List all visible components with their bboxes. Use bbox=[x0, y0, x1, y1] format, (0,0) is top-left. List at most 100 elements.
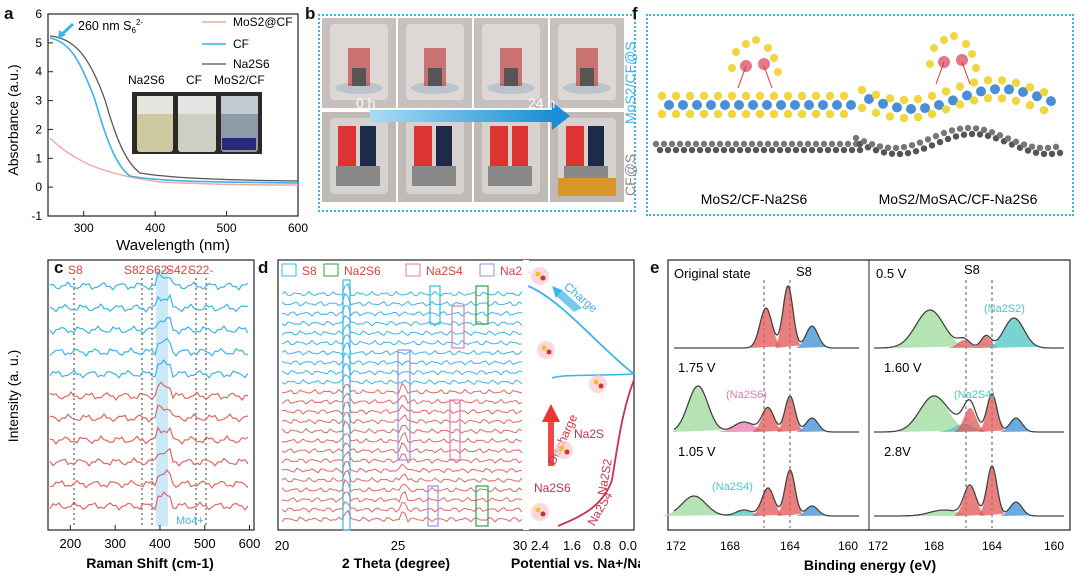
c-spectrum bbox=[49, 404, 249, 424]
a-ytick: 0 bbox=[35, 180, 42, 194]
a-ylabel: Absorbance (a.u.) bbox=[5, 64, 21, 175]
c-spectrum bbox=[49, 293, 249, 313]
legend-cf: CF bbox=[233, 37, 249, 51]
c-ylabel: Intensity (a. u.) bbox=[5, 350, 21, 443]
c-xtick: 600 bbox=[239, 536, 261, 551]
panel-label-f: f bbox=[632, 4, 638, 23]
d-pattern bbox=[281, 341, 523, 356]
curve-mos2cf bbox=[49, 137, 299, 186]
d-pattern bbox=[281, 292, 523, 307]
d-xtick-30: 30 bbox=[513, 538, 527, 553]
panel-e-chart: Original state 1.75 V 1.05 V 0.5 V 1.60 … bbox=[664, 259, 1071, 573]
a-xtick: 600 bbox=[288, 221, 308, 235]
c-peak-s62: S62- bbox=[146, 263, 171, 277]
a-ytick: 1 bbox=[35, 151, 42, 165]
d-pattern bbox=[281, 441, 523, 454]
d-pattern bbox=[281, 392, 523, 405]
c-xtick: 400 bbox=[149, 536, 171, 551]
d-pattern bbox=[281, 362, 523, 376]
c-xlabel: Raman Shift (cm-1) bbox=[86, 555, 214, 571]
inset-label-cf: CF bbox=[186, 73, 202, 87]
b-photo bbox=[322, 18, 396, 108]
e-xtick-168-l: 168 bbox=[720, 539, 740, 553]
d-pattern bbox=[281, 401, 523, 416]
panel-f-structures: MoS2/CF-Na2S6 MoS2/MoSAC/CF-Na2S6 bbox=[652, 32, 1064, 207]
a-xtick: 400 bbox=[145, 221, 165, 235]
e-xtick-172-r: 172 bbox=[868, 539, 888, 553]
b-photo bbox=[398, 18, 472, 108]
e-s8-left: S8 bbox=[796, 264, 812, 279]
d-species-na2s2: Na2S2 bbox=[595, 457, 615, 496]
a-ytick: 5 bbox=[35, 36, 42, 50]
b-side-top: MoS2/CF@S bbox=[622, 41, 638, 124]
inset-label-na2s6: Na2S6 bbox=[128, 73, 165, 87]
c-peak-s42: S42- bbox=[166, 263, 191, 277]
panel-f-frame bbox=[646, 14, 1074, 216]
e-xtick-164-l: 164 bbox=[780, 539, 800, 553]
e-xtick-160-l: 160 bbox=[838, 539, 858, 553]
e-species-na2s4-l: (Na2S4) bbox=[712, 481, 753, 493]
e-envelope bbox=[874, 309, 1064, 349]
d-pattern bbox=[281, 490, 523, 503]
e-envelope bbox=[674, 284, 859, 349]
panel-b-frame bbox=[318, 14, 636, 212]
panel-label-b: b bbox=[305, 4, 316, 23]
c-xtick: 200 bbox=[60, 536, 82, 551]
d-pot-00: 0.0 bbox=[619, 538, 637, 553]
curve-cf bbox=[49, 37, 299, 184]
d-pattern bbox=[281, 478, 523, 493]
d-pattern bbox=[281, 450, 523, 464]
b-photo bbox=[322, 112, 396, 202]
a-ytick: 6 bbox=[35, 7, 42, 21]
c-spectrum bbox=[49, 426, 249, 446]
e-envelope bbox=[874, 464, 1064, 517]
d-xlabel: 2 Theta (degree) bbox=[342, 555, 450, 571]
b-photo bbox=[398, 112, 472, 202]
d-legend-s8: S8 bbox=[302, 264, 317, 278]
panel-b-photos: 0 h 24 h bbox=[322, 18, 624, 202]
d-species-na2s: Na2S bbox=[574, 427, 604, 441]
c-spectrum bbox=[49, 337, 249, 358]
d-legend-na2s4: Na2S4 bbox=[426, 264, 463, 278]
d-xtick-20: 20 bbox=[275, 538, 289, 553]
a-xtick: 300 bbox=[74, 221, 94, 235]
e-state-28: 2.8V bbox=[884, 444, 911, 459]
b-photo bbox=[550, 112, 624, 202]
inset-vial-photo bbox=[132, 92, 262, 154]
c-peak-s8: S8 bbox=[68, 263, 83, 277]
a-xlabel: Wavelength (nm) bbox=[116, 237, 230, 254]
e-species-na2s2: (Na2S2) bbox=[984, 303, 1025, 315]
d-pot-16: 1.6 bbox=[563, 538, 581, 553]
d-pattern bbox=[281, 382, 523, 395]
e-state-160: 1.60 V bbox=[884, 360, 922, 375]
d-species-na2s6: Na2S6 bbox=[534, 481, 571, 495]
panel-d-chart: S8 Na2S6 Na2S4 Na2S Charge Discharge Na2… bbox=[275, 259, 640, 571]
c-spectrum bbox=[49, 381, 249, 402]
a-xtick: 500 bbox=[217, 221, 237, 235]
panel-c-chart: 200 300 400 500 600 S8 S82- S62- S42- S22- M… bbox=[5, 259, 261, 571]
d-pot-08: 0.8 bbox=[593, 538, 611, 553]
c-spectrum bbox=[49, 316, 249, 336]
c-mo-label: Mo4+ bbox=[176, 515, 204, 527]
d-pattern bbox=[281, 374, 523, 386]
d-pattern bbox=[281, 305, 523, 317]
e-xtick-160-r: 160 bbox=[1044, 539, 1064, 553]
b-time-0: 0 h bbox=[356, 95, 375, 111]
e-species-na2s6: (Na2S6) bbox=[726, 389, 767, 401]
panel-a-chart: -1 0 1 2 3 4 5 6 300 400 500 600 260 nm S62- MoS2@… bbox=[5, 7, 308, 254]
e-state-05: 0.5 V bbox=[876, 266, 907, 281]
a-ytick: 2 bbox=[35, 122, 42, 136]
panel-label-c: c bbox=[54, 258, 64, 277]
d-species-na2s4: Na2S4 bbox=[585, 489, 616, 528]
b-photo bbox=[550, 18, 624, 108]
d-legend-na2s6: Na2S6 bbox=[344, 264, 381, 278]
c-spectrum bbox=[49, 468, 249, 490]
panel-label-e: e bbox=[650, 258, 660, 277]
d-pot-24: 2.4 bbox=[531, 538, 549, 553]
e-state-orig: Original state bbox=[674, 266, 751, 281]
d-pattern bbox=[281, 282, 523, 297]
e-state-105: 1.05 V bbox=[678, 444, 716, 459]
d-pattern bbox=[281, 323, 523, 337]
a-annotation: 260 nm S62- bbox=[78, 18, 143, 35]
c-spectrum bbox=[49, 358, 249, 379]
